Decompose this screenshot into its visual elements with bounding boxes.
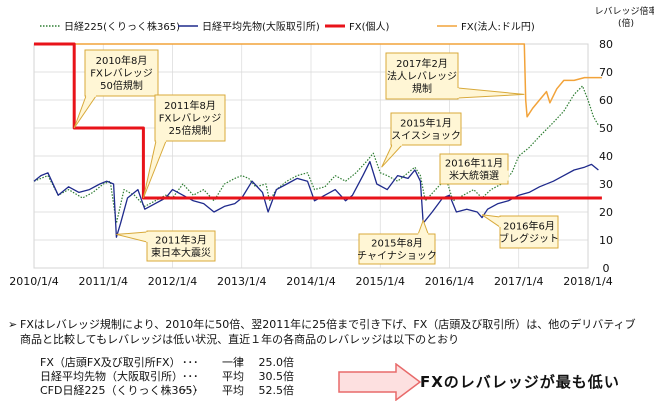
stats-product: CFD日経225（くりっく株365） [40, 384, 204, 397]
annotation-text-line: チャイナショック [357, 250, 437, 262]
annotation-text-line: 規制 [412, 82, 432, 95]
y-tick-label: 10 [599, 234, 613, 247]
annotation-box [499, 215, 559, 249]
stats-row: 日経平均先物（大阪取引所） ･･･ 平均 30.5倍 [40, 370, 294, 384]
annotation-text: 2017年2月法人レバレッジ規制 [387, 57, 457, 95]
stats-row: FX（店頭FX及び取引所FX） ･･･ 一律 25.0倍 [40, 356, 294, 370]
annotation-box [84, 49, 159, 97]
leverage-chart: 0 10 20 30 40 50 60 70 80 2010/1/4 2011/1/4 2012/1/… [9, 5, 654, 288]
stats-dots: ･･･ [182, 384, 199, 397]
annotation-text: 2011年8月 FXレバレッジ 25倍規制 [159, 99, 222, 137]
annotation-text-line: 2011年8月 [164, 99, 216, 112]
annotation-text: 2016年11月米大統領選 [445, 156, 503, 182]
y-tick-label: 40 [599, 150, 613, 163]
x-tick-label: 2018/1/4 [563, 275, 612, 288]
x-tick-label: 2012/1/4 [148, 275, 197, 288]
stats-product: 日経平均先物（大阪取引所） [40, 370, 183, 383]
y-tick-label: 70 [599, 66, 613, 79]
annotation-text: 2011年3月東日本大震災 [151, 233, 211, 259]
annotation-text-line: 東日本大震災 [151, 246, 211, 259]
annotation-text-line: 2011年3月 [155, 233, 207, 246]
annotation-text-line: 2017年2月 [396, 57, 448, 70]
stats-kind: 平均 [222, 384, 244, 397]
annotation-box [358, 233, 436, 265]
bullet-mark: ➢ [8, 318, 18, 331]
x-tick-label: 2011/1/4 [79, 275, 128, 288]
annotation-text: 2015年8月チャイナショック [357, 236, 437, 262]
y-tick-label: 60 [599, 94, 613, 107]
annotation-text-line: 2015年8月 [371, 236, 423, 249]
y-axis-label-line: (倍) [618, 17, 634, 29]
y-tick-label: 80 [599, 38, 613, 51]
annotation-text-line: 25倍規制 [169, 124, 212, 137]
stats-row: CFD日経225（くりっく株365） ･･･ 平均 52.5倍 [40, 384, 294, 398]
stats-value: 52.5倍 [258, 384, 295, 397]
annotation-box [146, 230, 216, 262]
leverage-stats: FX（店頭FX及び取引所FX） ･･･ 一律 25.0倍 日経平均先物（大阪取引… [40, 356, 294, 398]
series-line [33, 160, 599, 238]
stats-kind: 一律 [222, 356, 244, 369]
y-axis-label: レバレッジ倍率(倍) [594, 5, 654, 29]
annotation-text: 2010年8月 FXレバレッジ 50倍規制 [90, 54, 153, 92]
chart-ticks: 0 10 20 30 40 50 60 70 80 2010/1/4 2011/1/4 2012/1/… [9, 38, 613, 288]
stats-kind: 平均 [222, 370, 244, 383]
x-tick-label: 2017/1/4 [494, 275, 543, 288]
arrow-shape [338, 363, 422, 401]
stats-value: 25.0倍 [258, 356, 295, 369]
annotation-box [439, 153, 509, 185]
x-tick-label: 2010/1/4 [9, 275, 58, 288]
legend-label: FX(個人) [349, 20, 390, 33]
annotation-text-line: 2016年6月 [503, 219, 555, 232]
stats-dots: ･･･ [182, 356, 199, 369]
annotation-box [154, 94, 226, 142]
y-tick-label: 50 [599, 122, 613, 135]
legend-label: 日経225(くりっく株365) [64, 20, 180, 33]
annotation-text: 2015年1月スイスショック [391, 116, 461, 142]
annotation-text-line: 2015年1月 [400, 116, 452, 129]
summary-bullet: ➢ FXはレバレッジ規制により、2010年に50倍、翌2011年に25倍まで引き… [8, 317, 638, 347]
y-tick-label: 0 [603, 262, 610, 275]
annotation-text-line: FXレバレッジ [159, 113, 222, 125]
annotation-text-line: 法人レバレッジ [387, 70, 457, 83]
x-tick-label: 2015/1/4 [356, 275, 405, 288]
x-tick-label: 2016/1/4 [425, 275, 474, 288]
annotation-text-line: スイスショック [391, 130, 461, 142]
x-tick-label: 2013/1/4 [217, 275, 266, 288]
chart-legend: 日経225(くりっく株365) 日経平均先物(大阪取引所) FX(個人) FX(法人:… [40, 20, 535, 33]
callout-arrow [338, 363, 422, 401]
callout-text: FXのレバレッジが最も低い [420, 373, 620, 391]
annotation-box [390, 112, 462, 146]
stats-dots: ･･･ [182, 370, 199, 383]
summary-text: FXはレバレッジ規制により、2010年に50倍、翌2011年に25倍まで引き下げ… [20, 318, 636, 346]
series-line [34, 42, 602, 200]
annotation-text-line: 米大統領選 [449, 169, 499, 182]
annotation-box [385, 52, 459, 100]
annotation-text-line: ブレグジット [499, 232, 559, 245]
annotation-text: 2016年6月ブレグジット [499, 219, 559, 245]
y-tick-label: 30 [599, 178, 613, 191]
annotation-text-line: FXレバレッジ [90, 68, 153, 80]
legend-label: 日経平均先物(大阪取引所) [202, 20, 320, 33]
series-line [34, 43, 602, 118]
annotation-text-line: 2016年11月 [445, 156, 503, 169]
x-tick-label: 2014/1/4 [286, 275, 335, 288]
y-tick-label: 20 [599, 206, 613, 219]
annotation-text-line: 50倍規制 [100, 79, 143, 92]
annotation-text-line: 2010年8月 [96, 54, 148, 67]
y-axis-label-line: レバレッジ倍率 [594, 5, 654, 17]
legend-label: FX(法人:ドル円) [461, 20, 535, 33]
stats-product: FX（店頭FX及び取引所FX） [40, 356, 181, 369]
stats-value: 30.5倍 [258, 370, 295, 383]
